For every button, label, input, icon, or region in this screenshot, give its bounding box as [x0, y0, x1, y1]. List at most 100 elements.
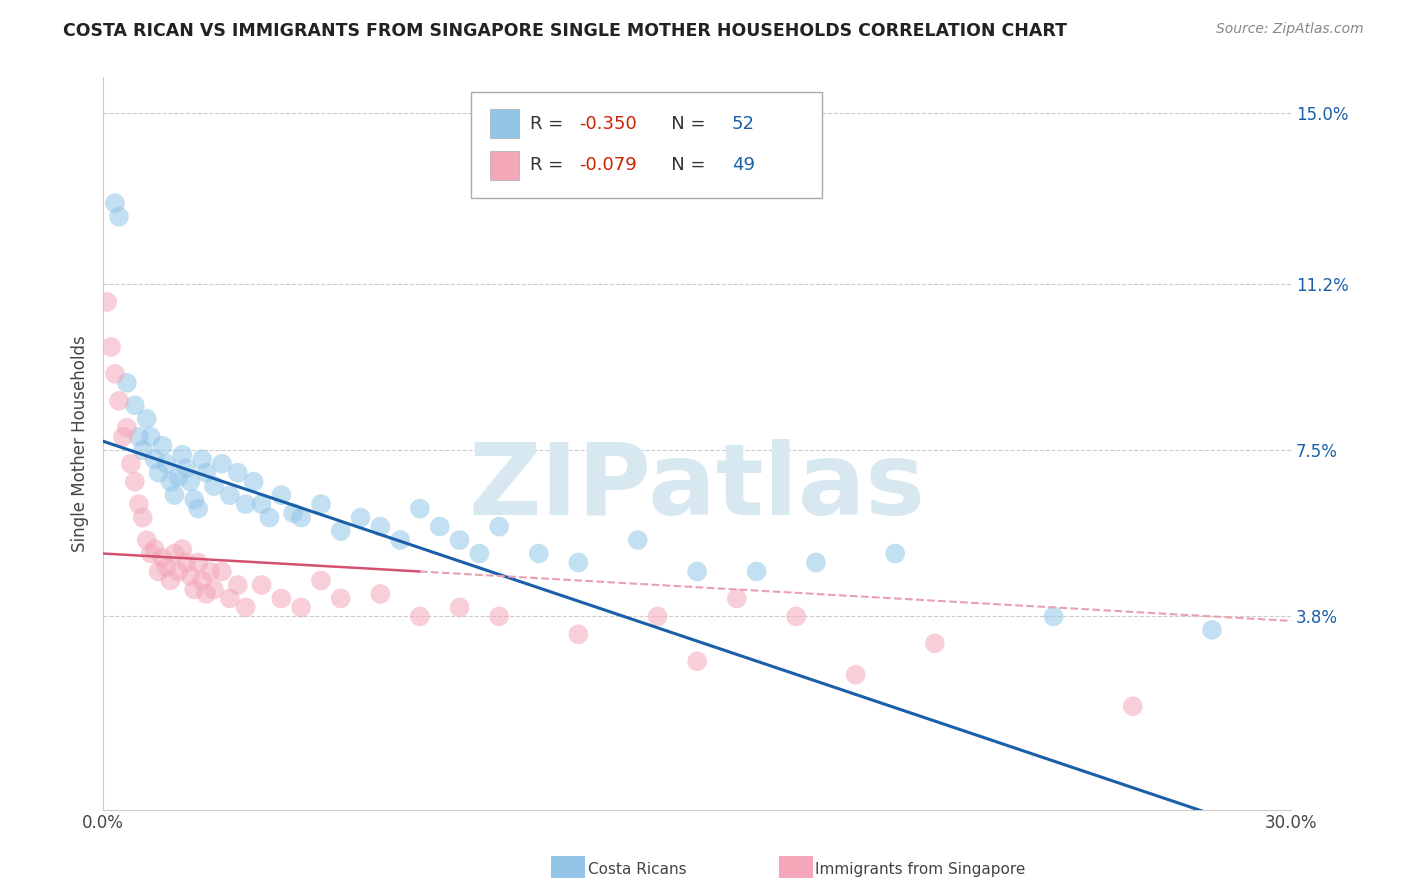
FancyBboxPatch shape: [491, 109, 519, 138]
Point: [329, 591, 352, 606]
Point: [139, 430, 162, 444]
Point: [172, 448, 194, 462]
Text: Costa Ricans: Costa Ricans: [588, 863, 686, 877]
Point: [174, 556, 197, 570]
Point: [235, 497, 257, 511]
Point: [104, 367, 127, 381]
Text: -0.079: -0.079: [579, 156, 637, 174]
Text: N =: N =: [654, 156, 711, 174]
Point: [135, 411, 157, 425]
Point: [135, 533, 157, 547]
Point: [143, 542, 166, 557]
Point: [845, 667, 868, 681]
Point: [159, 574, 181, 588]
Text: COSTA RICAN VS IMMIGRANTS FROM SINGAPORE SINGLE MOTHER HOUSEHOLDS CORRELATION CH: COSTA RICAN VS IMMIGRANTS FROM SINGAPORE…: [63, 22, 1067, 40]
Point: [163, 488, 186, 502]
Point: [148, 565, 170, 579]
Point: [195, 466, 218, 480]
Point: [128, 497, 150, 511]
Point: [349, 510, 371, 524]
Point: [270, 591, 292, 606]
Text: N =: N =: [654, 114, 711, 133]
Point: [202, 582, 225, 597]
Point: [163, 547, 186, 561]
Point: [139, 547, 162, 561]
Point: [218, 591, 240, 606]
Point: [686, 565, 709, 579]
Point: [183, 582, 205, 597]
Point: [409, 501, 432, 516]
Point: [132, 510, 155, 524]
Point: [290, 510, 312, 524]
Point: [115, 421, 138, 435]
Text: ZIPatlas: ZIPatlas: [468, 439, 925, 536]
Point: [242, 475, 264, 489]
Point: [108, 210, 131, 224]
FancyBboxPatch shape: [471, 92, 823, 198]
Point: [120, 457, 142, 471]
Point: [488, 609, 510, 624]
Point: [804, 556, 827, 570]
Text: R =: R =: [530, 114, 568, 133]
Point: [270, 488, 292, 502]
Point: [191, 452, 214, 467]
Text: Immigrants from Singapore: Immigrants from Singapore: [815, 863, 1026, 877]
Point: [1042, 609, 1064, 624]
Point: [187, 556, 209, 570]
Point: [152, 551, 174, 566]
Point: [235, 600, 257, 615]
Point: [148, 466, 170, 480]
Point: [132, 443, 155, 458]
Point: [211, 565, 233, 579]
Point: [1201, 623, 1223, 637]
Point: [627, 533, 650, 547]
Point: [179, 569, 201, 583]
Point: [250, 578, 273, 592]
Text: 52: 52: [731, 114, 755, 133]
Point: [152, 439, 174, 453]
Point: [449, 600, 471, 615]
Point: [468, 547, 491, 561]
Text: R =: R =: [530, 156, 568, 174]
Point: [567, 556, 589, 570]
Text: 49: 49: [731, 156, 755, 174]
Point: [250, 497, 273, 511]
Point: [195, 587, 218, 601]
Point: [290, 600, 312, 615]
Point: [329, 524, 352, 538]
Point: [370, 587, 392, 601]
Point: [1122, 699, 1144, 714]
Point: [96, 295, 118, 310]
Point: [159, 475, 181, 489]
Point: [745, 565, 768, 579]
Point: [124, 475, 146, 489]
Text: -0.350: -0.350: [579, 114, 637, 133]
Point: [115, 376, 138, 390]
Point: [884, 547, 907, 561]
Point: [172, 542, 194, 557]
Point: [167, 565, 190, 579]
Point: [283, 506, 305, 520]
Point: [202, 479, 225, 493]
Point: [389, 533, 412, 547]
Text: Source: ZipAtlas.com: Source: ZipAtlas.com: [1216, 22, 1364, 37]
Point: [191, 574, 214, 588]
Point: [370, 519, 392, 533]
Point: [309, 574, 332, 588]
Point: [179, 475, 201, 489]
Point: [647, 609, 669, 624]
FancyBboxPatch shape: [491, 151, 519, 180]
Point: [924, 636, 946, 650]
Point: [108, 393, 131, 408]
Point: [226, 466, 249, 480]
Point: [211, 457, 233, 471]
Point: [409, 609, 432, 624]
Point: [128, 430, 150, 444]
Point: [226, 578, 249, 592]
Point: [218, 488, 240, 502]
Point: [429, 519, 451, 533]
Point: [187, 501, 209, 516]
Point: [111, 430, 134, 444]
Point: [527, 547, 550, 561]
Point: [198, 565, 221, 579]
